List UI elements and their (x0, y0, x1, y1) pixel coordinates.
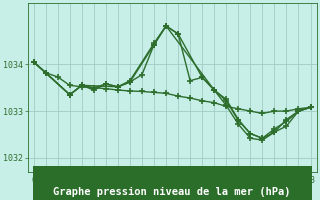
X-axis label: Graphe pression niveau de la mer (hPa): Graphe pression niveau de la mer (hPa) (53, 186, 291, 197)
